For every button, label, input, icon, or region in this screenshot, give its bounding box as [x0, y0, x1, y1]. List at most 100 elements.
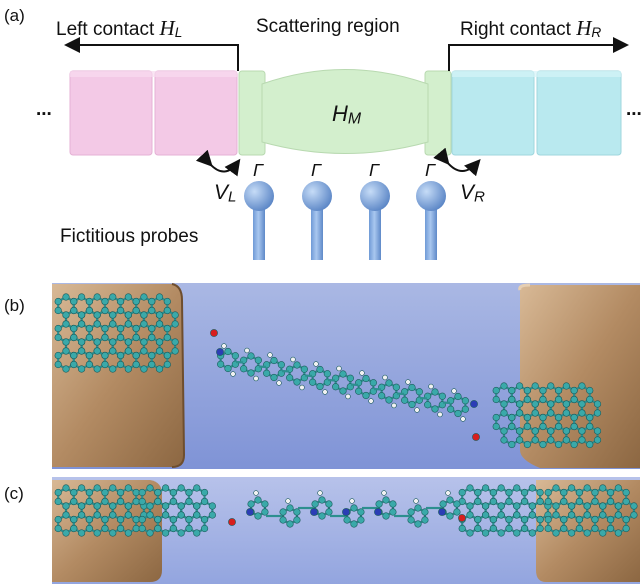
atom	[171, 338, 179, 346]
atom	[451, 388, 457, 394]
atom	[382, 496, 390, 504]
atom	[375, 500, 383, 508]
atom	[185, 524, 193, 533]
atom	[539, 395, 547, 404]
atom	[77, 293, 86, 301]
atom	[531, 436, 539, 444]
fictitious-probe	[244, 181, 274, 260]
atom	[359, 370, 365, 376]
atom	[382, 374, 388, 381]
atom	[544, 524, 552, 533]
atom	[140, 320, 148, 328]
atom	[460, 416, 466, 422]
atom	[216, 348, 224, 356]
atom	[505, 488, 513, 497]
right-contact-bracket	[448, 37, 629, 71]
atom	[109, 311, 117, 319]
atom	[583, 502, 591, 510]
atom	[70, 515, 78, 524]
atom	[101, 360, 109, 369]
atom	[93, 311, 101, 319]
atom	[586, 422, 594, 431]
left-ellipsis: ...	[36, 99, 52, 120]
atom	[318, 512, 326, 520]
atom	[177, 529, 185, 537]
atom	[544, 497, 552, 506]
atom	[124, 365, 132, 373]
atom	[85, 515, 93, 524]
atom	[246, 508, 254, 516]
atom	[77, 511, 86, 519]
atom	[536, 488, 544, 497]
atom	[614, 529, 622, 537]
atom	[70, 360, 78, 369]
atom	[85, 351, 93, 360]
atom	[77, 484, 86, 492]
atom	[515, 427, 524, 435]
atom	[138, 488, 146, 497]
atom	[116, 351, 125, 360]
atom	[208, 511, 216, 519]
atom	[124, 347, 132, 355]
atom	[193, 529, 201, 537]
atom	[536, 497, 544, 506]
atom	[531, 400, 539, 408]
atom	[332, 383, 340, 391]
atom	[154, 497, 162, 506]
atom	[385, 379, 393, 387]
atom	[497, 484, 505, 492]
atom	[155, 338, 164, 346]
atom	[148, 324, 156, 333]
atom	[513, 502, 521, 510]
atom	[77, 311, 86, 319]
left-coupling-label: VL	[214, 181, 237, 206]
atom	[408, 383, 416, 392]
atom	[508, 395, 516, 404]
atom	[70, 297, 78, 306]
atom	[570, 413, 578, 422]
atom	[62, 338, 70, 346]
atom	[481, 529, 490, 537]
atom	[489, 524, 497, 533]
atom	[322, 389, 328, 395]
fictitious-probe	[416, 181, 446, 260]
atom	[109, 529, 117, 537]
atom	[492, 386, 500, 395]
atom	[148, 360, 156, 369]
atom	[54, 351, 62, 360]
atom	[140, 293, 148, 301]
atom	[489, 488, 497, 497]
atom	[224, 364, 232, 373]
atom	[101, 524, 109, 533]
atom	[414, 407, 420, 413]
atom	[124, 320, 132, 328]
atom	[70, 497, 78, 506]
atom	[554, 386, 563, 395]
atom	[575, 515, 583, 524]
atom	[185, 515, 193, 524]
right-coupling-label: VR	[460, 181, 485, 206]
atom	[261, 508, 269, 516]
right-ellipsis: ...	[626, 99, 642, 120]
atom	[309, 378, 317, 386]
atom	[343, 516, 351, 524]
center-hamiltonian-label: HM	[332, 101, 362, 128]
atom	[163, 333, 171, 342]
atom	[547, 400, 555, 408]
atom	[591, 524, 599, 533]
atom	[458, 524, 466, 533]
atom	[599, 511, 607, 519]
atom	[583, 529, 591, 537]
atom	[505, 497, 513, 506]
atom	[567, 511, 576, 519]
atom	[244, 347, 250, 354]
atom	[606, 497, 615, 506]
atom	[562, 382, 570, 390]
atom	[231, 352, 239, 360]
atom	[554, 440, 563, 449]
atom	[101, 351, 109, 360]
atom	[193, 502, 201, 510]
atom	[316, 365, 324, 374]
atom	[374, 508, 382, 516]
atom	[614, 484, 622, 492]
